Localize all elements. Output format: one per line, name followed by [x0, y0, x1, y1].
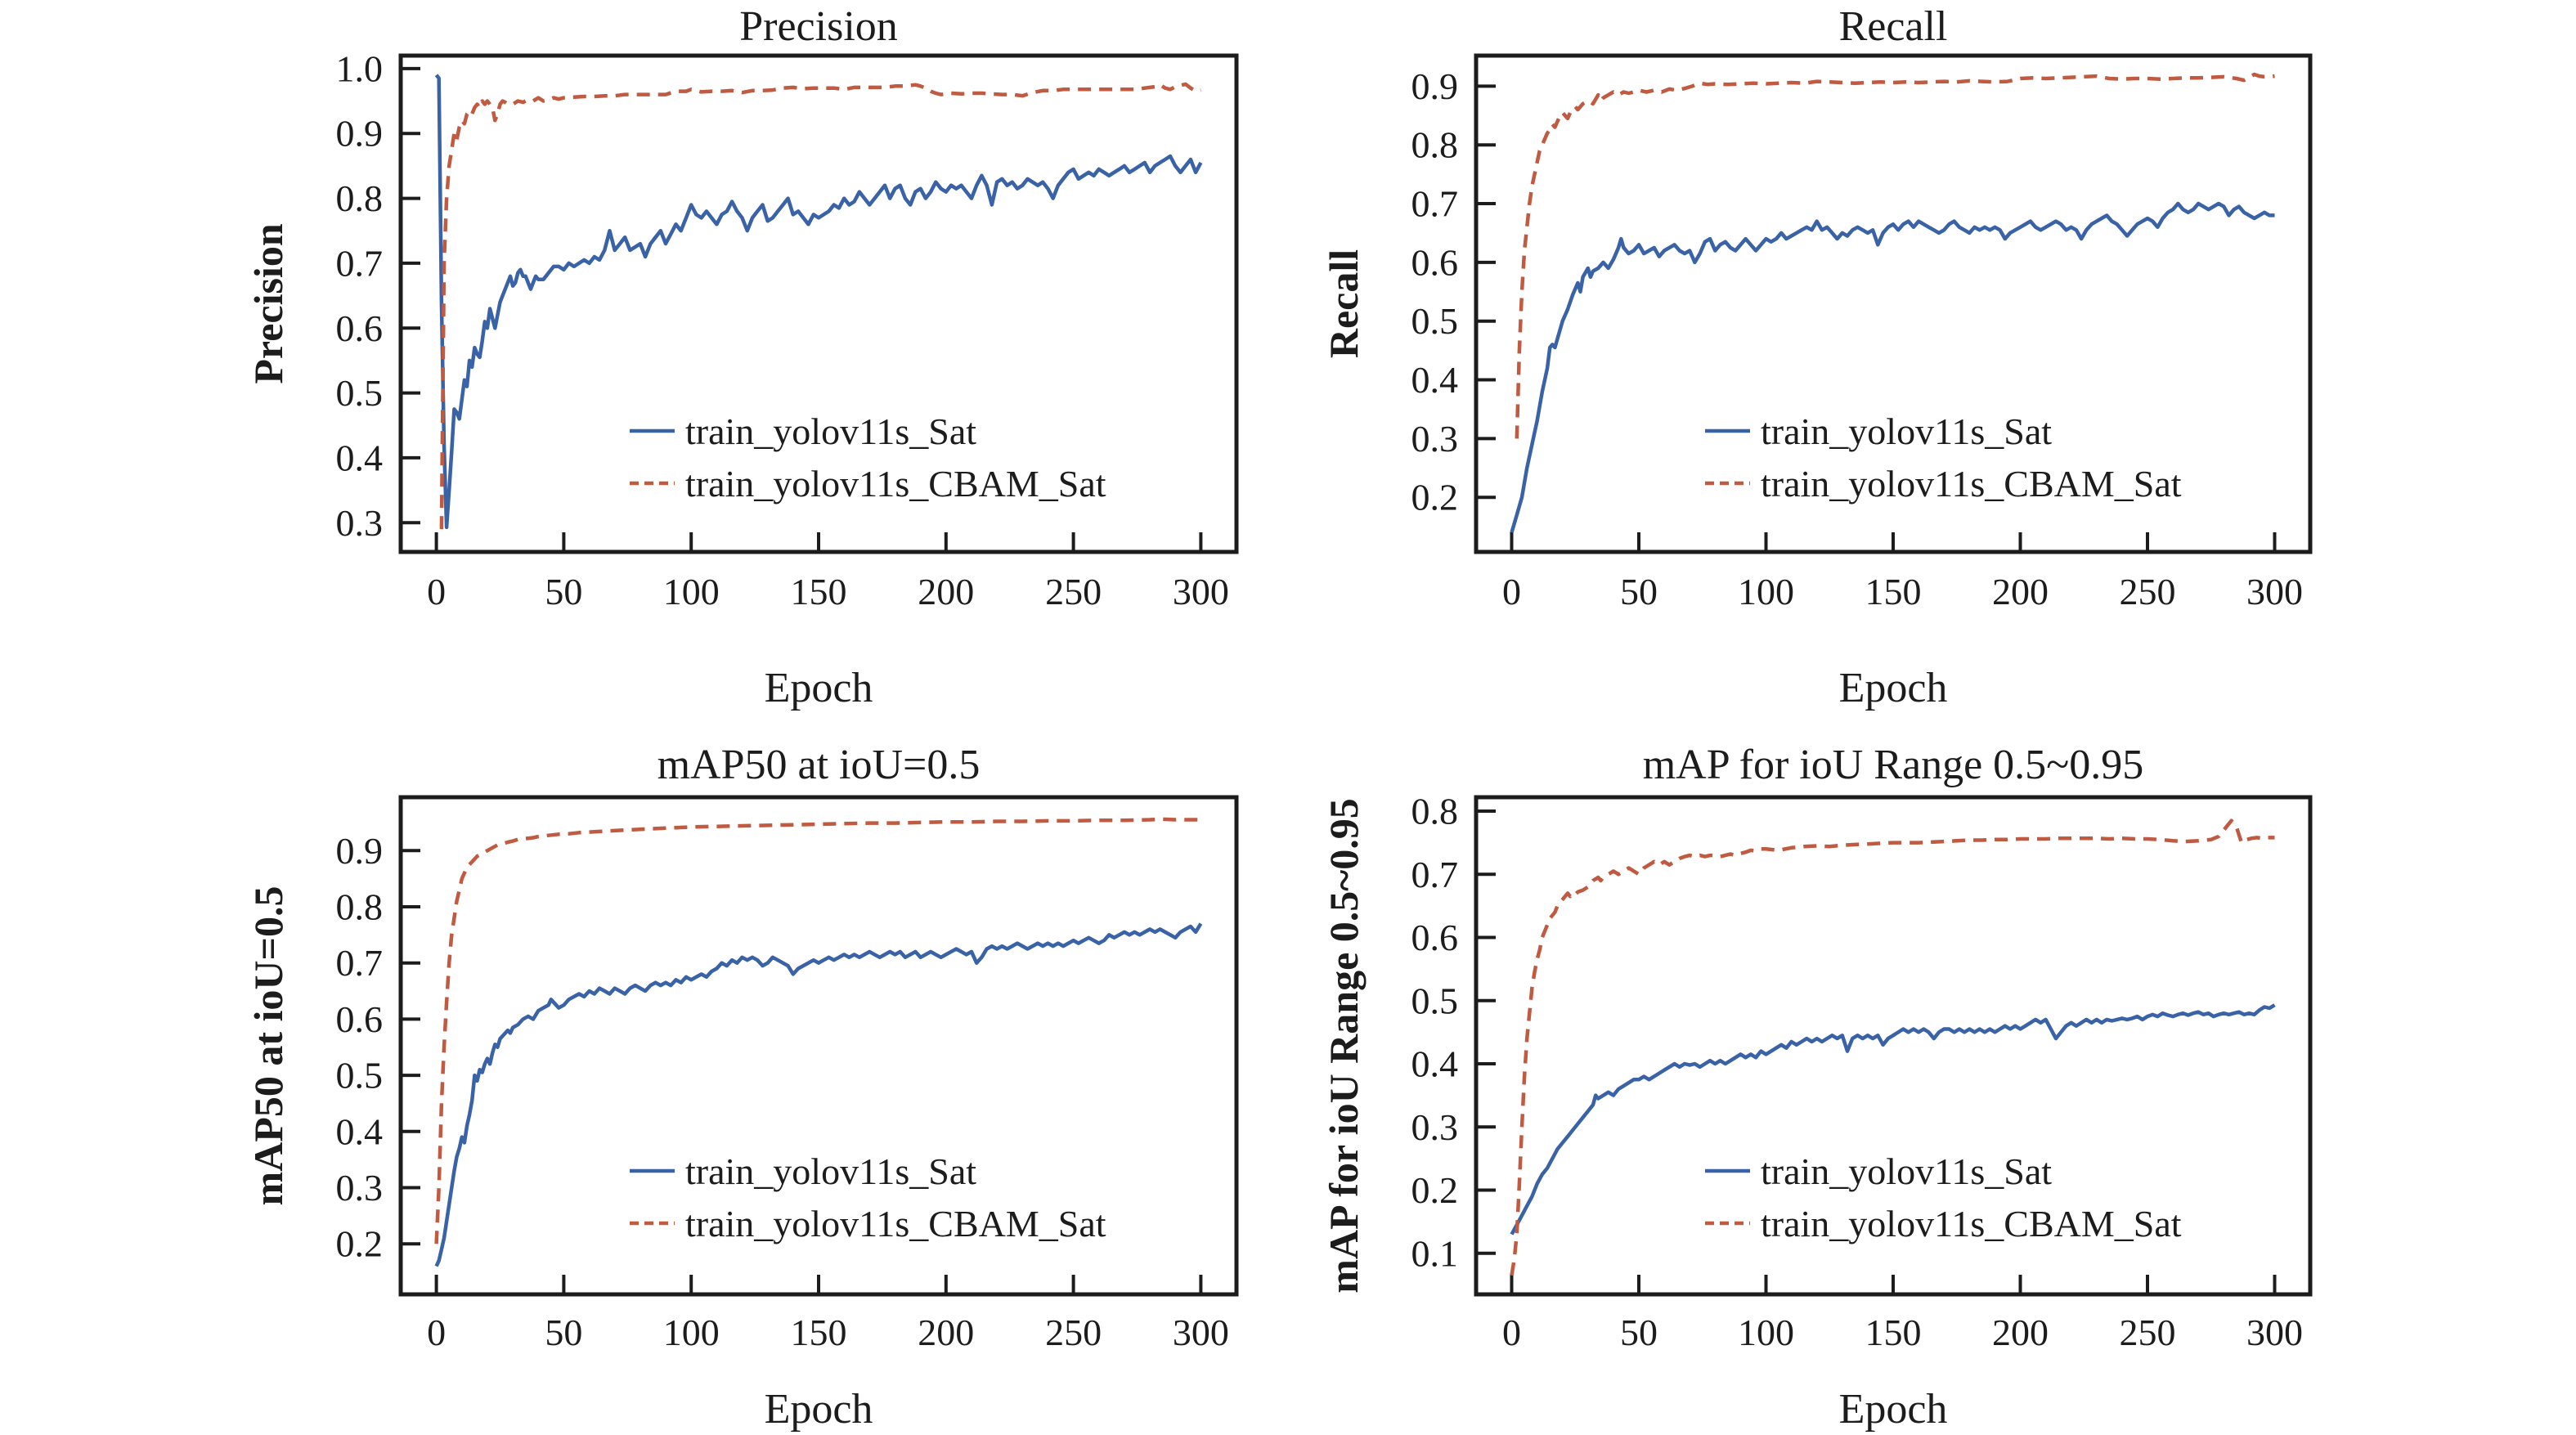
train_yolov11s_CBAM_Sat-line: [1515, 72, 2275, 439]
x-tick-label: 300: [2246, 571, 2303, 612]
y-tick-label: 0.9: [1411, 65, 1459, 107]
x-tick-label: 300: [1173, 571, 1229, 612]
x-tick-label: 150: [1865, 1312, 1922, 1353]
y-tick-label: 0.2: [336, 1223, 384, 1265]
chart-title: Recall: [1839, 3, 1948, 50]
y-tick-label: 1.0: [336, 47, 384, 89]
x-tick-label: 200: [1992, 1312, 2049, 1353]
y-tick-label: 0.8: [1411, 124, 1459, 166]
y-tick-label: 0.7: [1411, 854, 1459, 895]
x-tick-label: 300: [2246, 1312, 2303, 1353]
y-tick-label: 0.7: [336, 242, 384, 284]
legend-label-train_yolov11s_CBAM_Sat: train_yolov11s_CBAM_Sat: [1761, 1203, 2182, 1244]
y-tick-label: 0.3: [336, 1167, 384, 1209]
y-tick-label: 0.7: [1411, 183, 1459, 225]
recall-svg: 0 50 100 150 200 250 300 0.2 0.3 0.4 0.5 0.6 0.7 0.8 0…: [1321, 3, 2313, 711]
y-tick-label: 0.5: [1411, 980, 1459, 1021]
x-axis-label: Epoch: [1839, 665, 1948, 711]
train_yolov11s_Sat-line: [1510, 201, 2275, 533]
y-tick-label: 0.3: [336, 502, 384, 544]
y-axis-label: Precision: [245, 223, 291, 383]
train_yolov11s_Sat-line: [1510, 1003, 2276, 1235]
legend-label-train_yolov11s_Sat: train_yolov11s_Sat: [1761, 1150, 2052, 1192]
map_range-svg: 0 50 100 150 200 250 300 0.1 0.2 0.3 0.4 0.5 0.6 0.7 0…: [1321, 742, 2313, 1433]
x-tick-label: 50: [545, 571, 582, 612]
x-tick-label: 150: [791, 1312, 847, 1353]
y-tick-label: 0.1: [1411, 1232, 1459, 1274]
y-axis-label: mAP50 at ioU=0.5: [245, 886, 291, 1206]
x-tick-label: 100: [663, 571, 720, 612]
y-tick-label: 0.8: [336, 886, 384, 928]
y-tick-label: 0.2: [1411, 1169, 1459, 1211]
y-tick-label: 0.6: [336, 998, 384, 1040]
x-tick-label: 0: [427, 1312, 446, 1353]
legend-label-train_yolov11s_CBAM_Sat: train_yolov11s_CBAM_Sat: [1761, 463, 2182, 504]
chart-title: mAP for ioU Range 0.5~0.95: [1643, 742, 2144, 788]
x-tick-label: 150: [1865, 571, 1922, 612]
x-axis-label: Epoch: [765, 1386, 873, 1433]
chart-title: mAP50 at ioU=0.5: [657, 742, 981, 788]
x-axis-label: Epoch: [1839, 1386, 1948, 1433]
y-tick-label: 0.2: [1411, 477, 1459, 518]
precision-svg: 0 50 100 150 200 250 300 0.3 0.4 0.5 0.6 0.7 0.8 0.9 1…: [245, 3, 1239, 711]
y-tick-label: 0.4: [1411, 1043, 1459, 1085]
y-tick-label: 0.5: [336, 372, 384, 414]
x-tick-label: 100: [1738, 571, 1794, 612]
chart-recall: 0 50 100 150 200 250 300 0.2 0.3 0.4 0.5 0.6 0.7 0.8 0…: [1288, 0, 2576, 717]
x-tick-label: 0: [1502, 1312, 1521, 1353]
x-tick-label: 250: [2120, 571, 2176, 612]
chart-precision: 0 50 100 150 200 250 300 0.3 0.4 0.5 0.6 0.7 0.8 0.9 1…: [0, 0, 1288, 717]
map50-svg: 0 50 100 150 200 250 300 0.2 0.3 0.4 0.5 0.6 0.7 0.8 0…: [245, 742, 1239, 1433]
y-axis-label: mAP for ioU Range 0.5~0.95: [1321, 798, 1367, 1294]
legend-label-train_yolov11s_CBAM_Sat: train_yolov11s_CBAM_Sat: [685, 1203, 1106, 1244]
x-tick-label: 300: [1173, 1312, 1229, 1353]
y-tick-label: 0.6: [1411, 241, 1459, 283]
y-tick-label: 0.8: [336, 177, 384, 219]
y-tick-label: 0.4: [336, 437, 384, 478]
y-axis-label: Recall: [1321, 249, 1367, 358]
y-tick-label: 0.5: [1411, 300, 1459, 342]
train_yolov11s_Sat-line: [434, 922, 1203, 1267]
y-tick-label: 0.9: [336, 113, 384, 155]
x-tick-label: 0: [1502, 571, 1521, 612]
x-tick-label: 100: [663, 1312, 720, 1353]
y-tick-label: 0.3: [1411, 1106, 1459, 1148]
y-tick-label: 0.5: [336, 1055, 384, 1096]
x-tick-label: 250: [2120, 1312, 2176, 1353]
train_yolov11s_CBAM_Sat-line: [434, 817, 1201, 1244]
legend-label-train_yolov11s_Sat: train_yolov11s_Sat: [1761, 410, 2052, 452]
y-tick-label: 0.7: [336, 942, 384, 984]
x-tick-label: 200: [918, 571, 974, 612]
legend-label-train_yolov11s_Sat: train_yolov11s_Sat: [685, 1150, 976, 1192]
x-tick-label: 0: [427, 571, 446, 612]
train_yolov11s_Sat-line: [434, 74, 1203, 530]
chart-title: Precision: [739, 3, 898, 50]
x-tick-label: 150: [791, 571, 847, 612]
chart-map50: 0 50 100 150 200 250 300 0.2 0.3 0.4 0.5 0.6 0.7 0.8 0…: [0, 718, 1288, 1435]
x-tick-label: 100: [1738, 1312, 1794, 1353]
x-axis-label: Epoch: [765, 665, 873, 711]
x-tick-label: 50: [1620, 1312, 1658, 1353]
y-tick-label: 0.9: [336, 830, 384, 872]
x-tick-label: 200: [918, 1312, 974, 1353]
x-tick-label: 250: [1045, 571, 1102, 612]
y-tick-label: 0.6: [336, 307, 384, 349]
y-tick-label: 0.4: [1411, 359, 1459, 401]
x-tick-label: 50: [545, 1312, 582, 1353]
y-tick-label: 0.3: [1411, 418, 1459, 460]
train_yolov11s_CBAM_Sat-line: [439, 82, 1201, 530]
y-tick-label: 0.6: [1411, 917, 1459, 958]
chart-map-range: 0 50 100 150 200 250 300 0.1 0.2 0.3 0.4 0.5 0.6 0.7 0…: [1288, 718, 2576, 1435]
legend-label-train_yolov11s_Sat: train_yolov11s_Sat: [685, 410, 976, 452]
x-tick-label: 250: [1045, 1312, 1102, 1353]
x-tick-label: 200: [1992, 571, 2049, 612]
legend-label-train_yolov11s_CBAM_Sat: train_yolov11s_CBAM_Sat: [685, 463, 1106, 504]
y-tick-label: 0.4: [336, 1110, 384, 1152]
x-tick-label: 50: [1620, 571, 1658, 612]
y-tick-label: 0.8: [1411, 791, 1459, 832]
